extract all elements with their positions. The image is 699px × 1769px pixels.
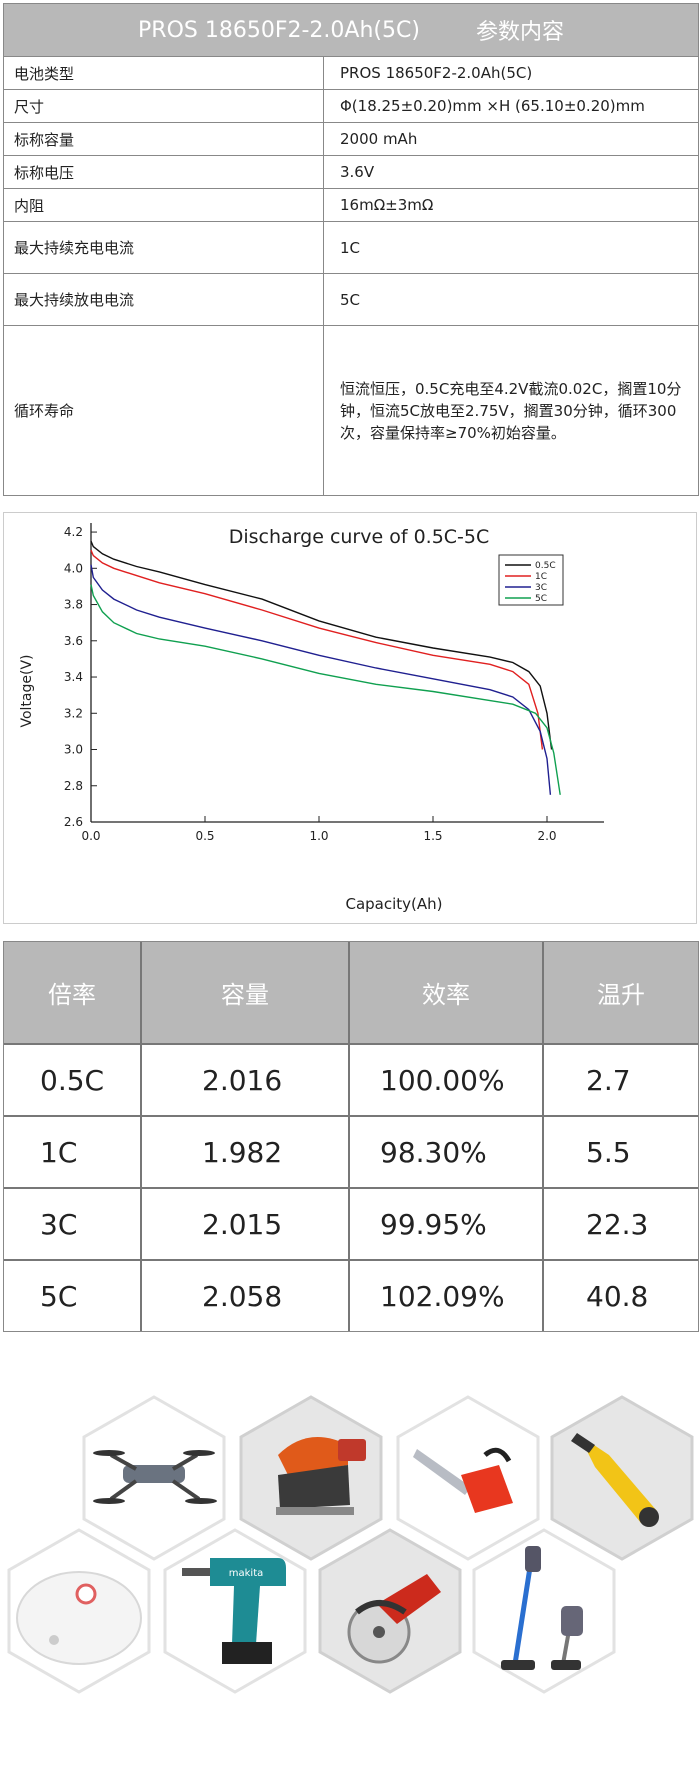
rate-table-header: 倍率 容量 效率 温升: [4, 942, 698, 1045]
cell-rate: 1C: [4, 1117, 142, 1187]
header-capacity: 容量: [142, 942, 350, 1043]
spec-row: 最大持续放电电流 5C: [4, 274, 698, 326]
spec-key: 标称电压: [4, 156, 324, 188]
y-tick-label: 4.0: [64, 561, 83, 575]
spec-value: PROS 18650F2-2.0Ah(5C): [340, 64, 533, 82]
spec-row: 电池类型 PROS 18650F2-2.0Ah(5C): [4, 57, 698, 90]
cell-rate: 3C: [4, 1189, 142, 1259]
spec-row: 最大持续充电电流 1C: [4, 222, 698, 274]
spec-title-suffix: 参数内容: [475, 20, 564, 45]
table-row: 0.5C 2.016 100.00% 2.7: [4, 1045, 698, 1117]
chart-axes: 0.0 0.5 1.0 1.5 2.0 2.6 2.8 3.0 3.2 3.4 3.6 3.8 4.0 4…: [64, 523, 604, 843]
cell-capacity: 2.015: [142, 1189, 350, 1259]
series-line-5C: [90, 584, 561, 795]
table-row: 3C 2.015 99.95% 22.3: [4, 1189, 698, 1261]
series-line-3C: [90, 564, 552, 795]
y-tick-label: 3.2: [64, 706, 83, 720]
spec-row: 标称容量 2000 mAh: [4, 123, 698, 156]
spec-table: PROS 18650F2-2.0Ah(5C) 参数内容 电池类型 PROS 18…: [3, 3, 699, 496]
spec-value: 3.6V: [340, 163, 375, 181]
legend-label: 1C: [535, 572, 547, 582]
svg-text:makita: makita: [229, 1568, 264, 1579]
discharge-chart: Discharge curve of 0.5C-5C Capacity(Ah) …: [3, 512, 697, 924]
y-tick-label: 3.0: [64, 743, 83, 757]
spec-key: 内阻: [4, 189, 324, 221]
chainsaw-icon: [395, 1395, 541, 1561]
header-rate: 倍率: [4, 942, 142, 1043]
spec-key: 标称容量: [4, 123, 324, 155]
cell-temp-rise: 22.3: [586, 1207, 649, 1241]
cell-capacity: 1.982: [142, 1117, 350, 1187]
spec-key: 最大持续充电电流: [4, 222, 324, 273]
robot-vacuum-icon: [6, 1528, 152, 1694]
legend-label: 5C: [535, 594, 547, 604]
cell-efficiency: 100.00%: [350, 1045, 544, 1115]
jigsaw-icon: [238, 1395, 384, 1561]
spec-value: 2000 mAh: [340, 130, 418, 148]
spec-key: 电池类型: [4, 57, 324, 89]
y-tick-label: 2.6: [64, 815, 83, 829]
cell-rate: 0.5C: [4, 1045, 142, 1115]
y-tick-label: 4.2: [64, 525, 83, 539]
header-temp-rise: 温升: [597, 981, 645, 1009]
cell-efficiency: 98.30%: [350, 1117, 544, 1187]
spec-value: Φ(18.25±0.20)mm ×H (65.10±0.20)mm: [340, 97, 645, 115]
spec-row: 内阻 16mΩ±3mΩ: [4, 189, 698, 222]
table-row: 1C 1.982 98.30% 5.5: [4, 1117, 698, 1189]
cell-capacity: 2.058: [142, 1261, 350, 1331]
spec-value: 16mΩ±3mΩ: [340, 196, 434, 214]
cell-temp-rise: 5.5: [586, 1135, 631, 1169]
y-tick-label: 2.8: [64, 779, 83, 793]
x-tick-label: 2.0: [537, 829, 556, 843]
circular-saw-icon: [317, 1528, 463, 1694]
discharge-chart-svg: Discharge curve of 0.5C-5C Capacity(Ah) …: [19, 523, 604, 913]
cell-efficiency: 99.95%: [350, 1189, 544, 1259]
series-line-0.5C: [90, 540, 553, 750]
spec-key: 最大持续放电电流: [4, 274, 324, 325]
spec-value: 恒流恒压，0.5C充电至4.2V截流0.02C，搁置10分钟，恒流5C放电至2.…: [340, 379, 682, 442]
x-tick-label: 1.0: [309, 829, 328, 843]
chart-title: Discharge curve of 0.5C-5C: [229, 526, 490, 548]
spec-title-model: PROS 18650F2-2.0Ah(5C): [138, 17, 420, 43]
x-tick-label: 0.5: [195, 829, 214, 843]
chart-xlabel: Capacity(Ah): [345, 895, 442, 913]
y-tick-label: 3.8: [64, 598, 83, 612]
cell-capacity: 2.016: [142, 1045, 350, 1115]
x-tick-label: 0.0: [81, 829, 100, 843]
spec-key: 尺寸: [4, 90, 324, 122]
y-tick-label: 3.4: [64, 670, 83, 684]
cordless-drill-icon: makita: [162, 1528, 308, 1694]
cell-efficiency: 102.09%: [350, 1261, 544, 1331]
chart-ylabel: Voltage(V): [19, 654, 35, 727]
application-tools: makita: [3, 1395, 697, 1725]
cable-cutter-icon: [549, 1395, 695, 1561]
y-tick-label: 3.6: [64, 634, 83, 648]
spec-value: 1C: [340, 238, 361, 257]
cell-temp-rise: 40.8: [586, 1279, 649, 1313]
legend-box: [498, 554, 564, 606]
header-efficiency: 效率: [350, 942, 544, 1043]
spec-row: 循环寿命 恒流恒压，0.5C充电至4.2V截流0.02C，搁置10分钟，恒流5C…: [4, 326, 698, 495]
spec-row: 标称电压 3.6V: [4, 156, 698, 189]
spec-table-header: PROS 18650F2-2.0Ah(5C) 参数内容: [4, 4, 698, 57]
spec-value: 5C: [340, 290, 361, 309]
rate-table: 倍率 容量 效率 温升 0.5C 2.016 100.00% 2.7 1C 1.…: [3, 941, 699, 1332]
series-line-1C: [90, 549, 544, 750]
spec-key: 循环寿命: [4, 326, 324, 495]
cell-temp-rise: 2.7: [586, 1063, 631, 1097]
stick-vacuum-icon: [471, 1528, 617, 1694]
table-row: 5C 2.058 102.09% 40.8: [4, 1261, 698, 1331]
spec-row: 尺寸 Φ(18.25±0.20)mm ×H (65.10±0.20)mm: [4, 90, 698, 123]
legend-label: 0.5C: [535, 561, 556, 571]
cell-rate: 5C: [4, 1261, 142, 1331]
drone-icon: [81, 1395, 227, 1561]
legend-label: 3C: [535, 583, 547, 593]
chart-lines: [90, 540, 561, 795]
x-tick-label: 1.5: [423, 829, 442, 843]
